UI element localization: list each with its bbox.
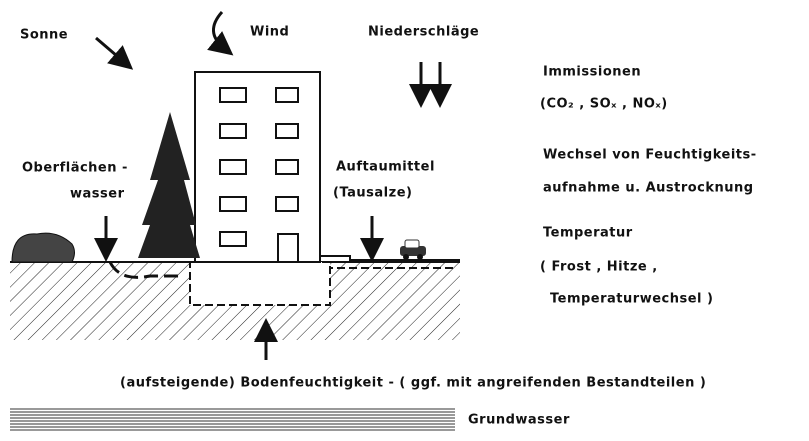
label-surface-water: wasser <box>70 187 125 202</box>
label-deicer: (Tausalze) <box>333 186 412 201</box>
label-surface-water: Oberflächen - <box>22 161 128 176</box>
arrows <box>94 10 452 360</box>
label-temperature-detail: Temperaturwechsel ) <box>550 292 713 307</box>
ground <box>10 255 460 340</box>
label-sun: Sonne <box>20 28 68 43</box>
label-temperature: Temperatur <box>543 226 633 241</box>
label-precipitation: Niederschläge <box>368 25 479 40</box>
label-moisture-change: Wechsel von Feuchtigkeits- <box>543 148 757 163</box>
label-temperature-detail: ( Frost , Hitze , <box>540 260 658 275</box>
bush <box>11 232 75 263</box>
label-wind: Wind <box>250 25 289 40</box>
tree <box>138 112 200 258</box>
building <box>194 71 321 263</box>
car <box>400 239 426 260</box>
label-immissions-detail: (CO₂ , SOₓ , NOₓ) <box>540 97 668 112</box>
label-soil-moisture: (aufsteigende) Bodenfeuchtigkeit - ( ggf… <box>120 376 706 391</box>
label-moisture-change: aufnahme u. Austrocknung <box>543 181 754 196</box>
label-groundwater: Grundwasser <box>468 413 570 428</box>
label-deicer: Auftaumittel <box>336 160 435 175</box>
groundwater-lines <box>10 408 455 431</box>
label-immissions: Immissionen <box>543 65 641 80</box>
